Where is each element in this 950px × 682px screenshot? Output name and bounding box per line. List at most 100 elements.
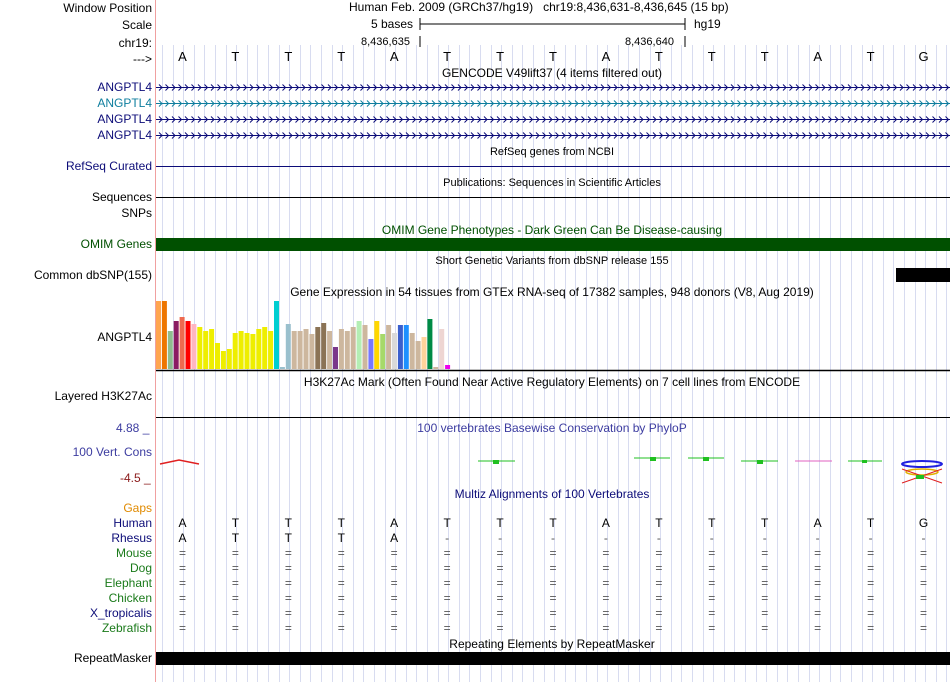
multiz-base: T (284, 531, 292, 545)
gtex-tissue-bar[interactable] (415, 341, 421, 369)
gencode-transcripts[interactable] (156, 84, 950, 139)
gtex-tissue-bar[interactable] (421, 337, 427, 369)
gtex-tissue-bar[interactable] (368, 339, 374, 369)
gtex-tissue-bar[interactable] (209, 329, 215, 369)
multiz-base: = (178, 591, 186, 605)
gencode-item-label[interactable]: ANGPTL4 (97, 96, 152, 110)
multiz-base: = (443, 546, 451, 560)
gtex-tissue-bar[interactable] (161, 301, 167, 369)
gtex-tissue-bar[interactable] (344, 331, 350, 369)
gtex-tissue-bar[interactable] (191, 324, 197, 369)
omim-label[interactable]: OMIM Genes (80, 237, 152, 251)
gtex-tissue-bar[interactable] (427, 319, 433, 369)
sequences-label[interactable]: Sequences (91, 190, 152, 204)
gtex-tissue-bar[interactable] (445, 365, 451, 369)
multiz-base: A (390, 516, 399, 530)
gtex-tissue-bar[interactable] (433, 367, 439, 369)
gtex-label[interactable]: ANGPTL4 (97, 330, 152, 344)
multiz-base: T (337, 516, 345, 530)
gtex-tissue-bar[interactable] (156, 301, 161, 369)
gtex-tissue-bar[interactable] (238, 331, 244, 369)
gtex-tissue-bar[interactable] (439, 329, 445, 369)
dbsnp-label[interactable]: Common dbSNP(155) (33, 268, 152, 282)
gaps-label[interactable]: Gaps (123, 501, 152, 515)
gtex-tissue-bar[interactable] (274, 301, 279, 369)
gtex-tissue-bar[interactable] (392, 333, 397, 369)
multiz-species-label[interactable]: Dog (129, 561, 152, 575)
gtex-tissue-bar[interactable] (327, 331, 333, 369)
multiz-species-label[interactable]: Rhesus (111, 531, 152, 545)
gencode-strand-arrows (158, 84, 950, 91)
refseq-label[interactable]: RefSeq Curated (65, 159, 152, 173)
omim-bar[interactable] (156, 238, 950, 251)
gtex-tissue-bar[interactable] (315, 327, 321, 369)
gtex-tissue-bar[interactable] (167, 331, 173, 369)
chrom-label: chr19: (118, 36, 152, 50)
gencode-item-label[interactable]: ANGPTL4 (97, 80, 152, 94)
multiz-base: - (815, 531, 820, 545)
gtex-tissue-bar[interactable] (220, 351, 226, 369)
multiz-base: = (867, 561, 875, 575)
phylop-label[interactable]: 100 Vert. Cons (72, 445, 152, 459)
gtex-tissue-bar[interactable] (226, 349, 232, 369)
multiz-base: = (337, 561, 345, 575)
gtex-tissue-bar[interactable] (397, 325, 403, 369)
gtex-tissue-bar[interactable] (250, 334, 256, 369)
gtex-tissue-bar[interactable] (356, 321, 362, 369)
gencode-item-label[interactable]: ANGPTL4 (97, 128, 152, 142)
gtex-tissue-bar[interactable] (309, 334, 315, 369)
gtex-tissue-bar[interactable] (403, 325, 409, 369)
multiz-species-label[interactable]: Chicken (108, 591, 152, 605)
gtex-tissue-bar[interactable] (232, 333, 238, 369)
phylop-signal[interactable] (159, 457, 943, 484)
multiz-base: = (549, 576, 557, 590)
multiz-base: = (814, 576, 822, 590)
multiz-base: = (337, 621, 345, 635)
gtex-tissue-bar[interactable] (321, 323, 327, 369)
gtex-tissue-bar[interactable] (197, 327, 203, 369)
gencode-item-label[interactable]: ANGPTL4 (97, 112, 152, 126)
gtex-tissue-bar[interactable] (215, 343, 220, 369)
gtex-tissue-bar[interactable] (333, 347, 338, 369)
gtex-tissue-bar[interactable] (173, 321, 179, 369)
multiz-base: = (867, 576, 875, 590)
gtex-tissue-bar[interactable] (179, 317, 185, 369)
repeatmasker-label[interactable]: RepeatMasker (73, 651, 152, 665)
multiz-species-label[interactable]: Elephant (104, 576, 152, 590)
multiz-base: G (918, 516, 929, 530)
gtex-tissue-bar[interactable] (268, 331, 274, 369)
multiz-base: = (337, 591, 345, 605)
gtex-tissue-bar[interactable] (297, 331, 303, 369)
gtex-tissue-bar[interactable] (338, 329, 344, 369)
gtex-tissue-bar[interactable] (244, 333, 250, 369)
gtex-tissue-bar[interactable] (203, 331, 209, 369)
gtex-tissue-bar[interactable] (350, 327, 356, 369)
multiz-species-label[interactable]: X_tropicalis (89, 606, 152, 620)
multiz-base: = (761, 606, 769, 620)
gtex-tissue-bar[interactable] (185, 321, 191, 369)
multiz-base: = (761, 591, 769, 605)
gtex-tissue-bar[interactable] (303, 329, 309, 369)
gtex-tissue-bar[interactable] (285, 324, 291, 369)
gtex-tissue-bar[interactable] (362, 325, 368, 369)
multiz-base: T (231, 531, 240, 545)
gtex-tissue-bar[interactable] (279, 367, 285, 369)
gtex-tissue-bar[interactable] (374, 321, 380, 369)
gtex-tissue-bar[interactable] (262, 327, 268, 369)
multiz-base: = (443, 561, 451, 575)
gtex-tissue-bar[interactable] (256, 329, 262, 369)
gtex-bars[interactable] (156, 301, 451, 369)
gtex-tissue-bar[interactable] (291, 331, 297, 369)
multiz-base: - (550, 531, 555, 545)
gtex-tissue-bar[interactable] (409, 333, 415, 369)
dbsnp-item[interactable] (896, 268, 950, 282)
gtex-tissue-bar[interactable] (380, 334, 386, 369)
multiz-species-label[interactable]: Mouse (115, 546, 152, 560)
repeatmasker-bar[interactable] (156, 652, 950, 665)
h3k27ac-label[interactable]: Layered H3K27Ac (54, 389, 152, 403)
multiz-base: = (284, 561, 292, 575)
snps-label[interactable]: SNPs (121, 206, 152, 220)
gtex-tissue-bar[interactable] (386, 325, 392, 369)
multiz-species-label[interactable]: Human (113, 516, 152, 530)
multiz-species-label[interactable]: Zebrafish (101, 621, 152, 635)
